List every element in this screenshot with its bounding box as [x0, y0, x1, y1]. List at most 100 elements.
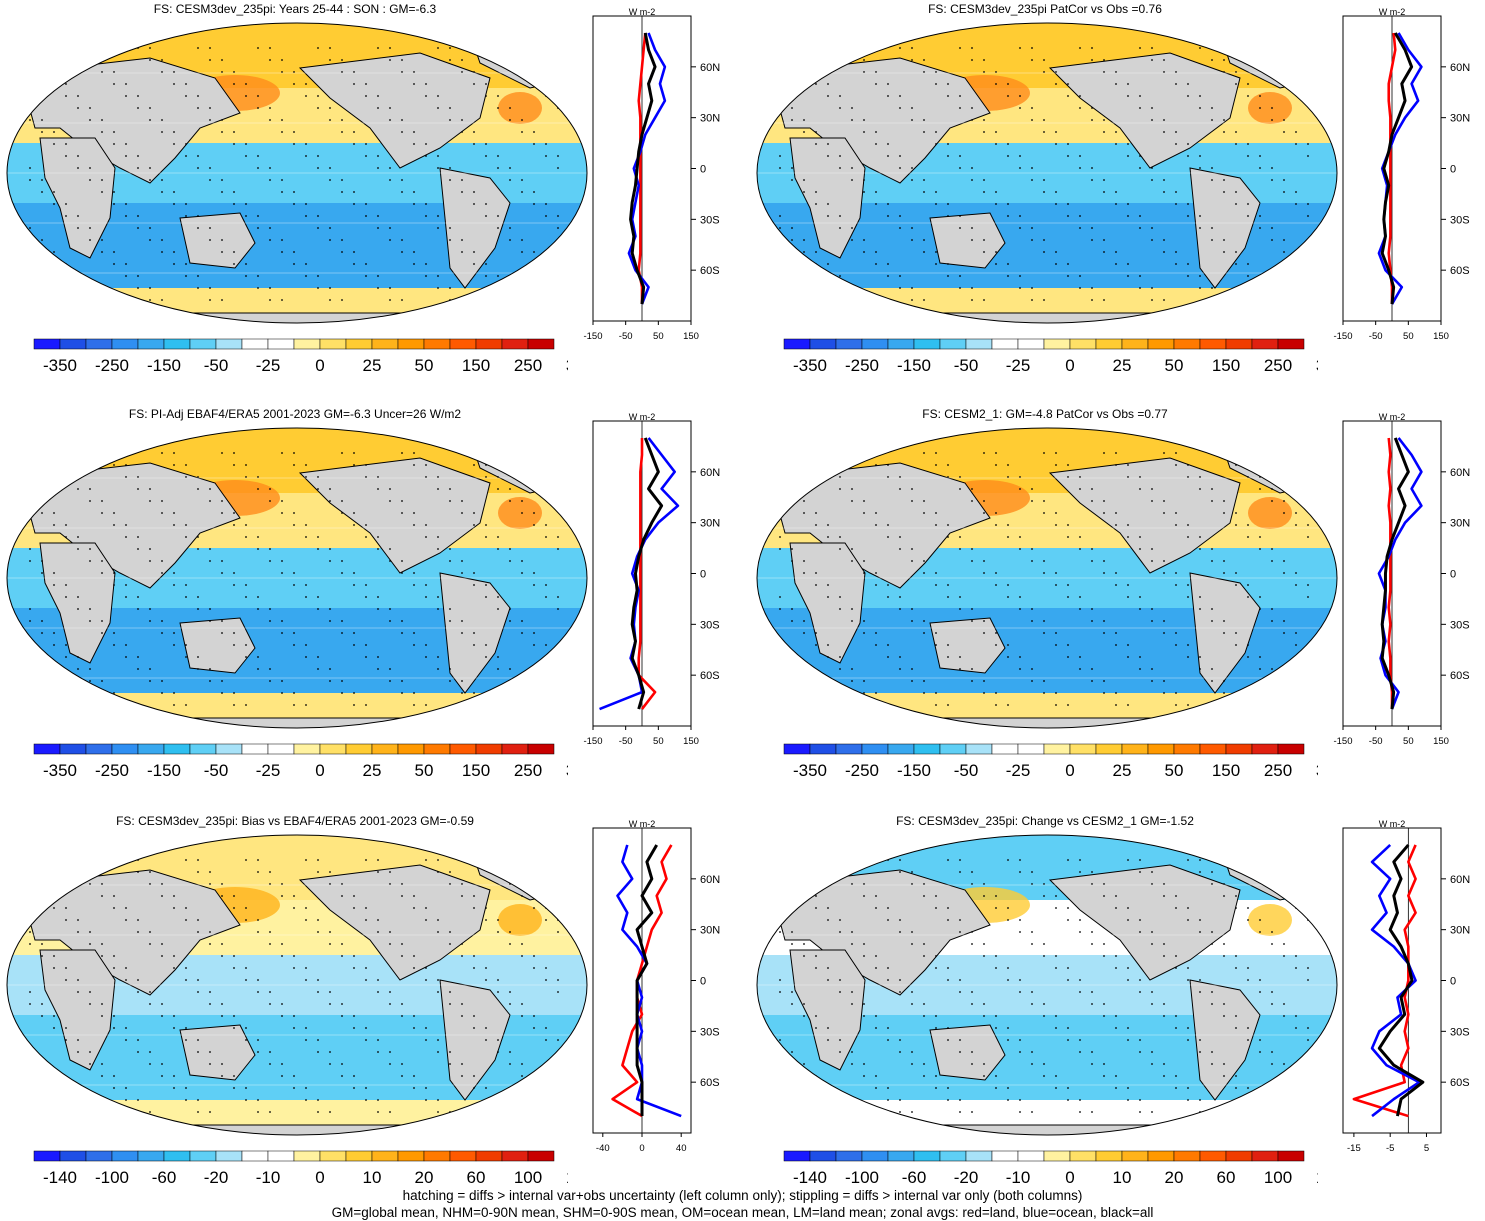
lat-label: 30N [1450, 113, 1470, 125]
colorbar-swatch [1277, 338, 1305, 350]
series-ocean [627, 32, 667, 305]
landmass [1189, 167, 1261, 289]
colorbar-label: -25 [256, 356, 281, 375]
lat-label: 30S [1450, 214, 1470, 226]
colorbar-swatch [1251, 1150, 1279, 1162]
colorbar-swatch [1147, 338, 1175, 350]
x-tick-label: 5 [1424, 1143, 1429, 1154]
landmass [298, 52, 491, 169]
colorbar-label: -50 [954, 761, 979, 780]
colorbar-swatch [1277, 1150, 1305, 1162]
ocean-field [7, 835, 587, 1135]
colorbar-label: -140 [793, 1168, 827, 1187]
colorbar-swatch [293, 743, 321, 755]
colorbar-swatch [913, 338, 941, 350]
ocean-field [757, 428, 1337, 728]
colorbar-swatch [241, 338, 269, 350]
colorbar-swatch [85, 338, 113, 350]
colorbar-label: -250 [845, 356, 879, 375]
units-label: W m-2 [1379, 819, 1406, 829]
colorbar-swatch [267, 1150, 295, 1162]
landmass [19, 869, 241, 996]
colorbar-swatch [449, 743, 477, 755]
landmass [769, 1124, 1321, 1135]
x-tick-label: -15 [1347, 1143, 1361, 1154]
lat-label: 0 [700, 569, 706, 581]
colorbar-swatch [1225, 1150, 1253, 1162]
landmass [1048, 457, 1241, 574]
colorbar-swatch [501, 743, 529, 755]
colorbar-swatch [215, 1150, 243, 1162]
ocean-field [757, 23, 1337, 323]
colorbar-label: 0 [1065, 761, 1074, 780]
footnote-line-1: hatching = diffs > internal var+obs unce… [402, 1188, 1083, 1203]
colorbar-swatch [1069, 743, 1097, 755]
colorbar: -350-250-150-50-2502550150250350 [33, 338, 568, 375]
colorbar-label: 20 [415, 1168, 434, 1187]
colorbar-swatch [215, 338, 243, 350]
lat-label: 30N [1450, 925, 1470, 937]
colorbar-swatch [241, 1150, 269, 1162]
colorbar-swatch [913, 1150, 941, 1162]
colorbar-label: 150 [1212, 356, 1240, 375]
colorbar-swatch [59, 338, 87, 350]
colorbar-swatch [527, 1150, 555, 1162]
colorbar: -350-250-150-50-2502550150250350 [783, 338, 1318, 375]
colorbar-swatch [809, 338, 837, 350]
colorbar-swatch [1225, 743, 1253, 755]
x-tick-label: -50 [1369, 331, 1383, 342]
colorbar-swatch [293, 1150, 321, 1162]
colorbar-swatch [1173, 1150, 1201, 1162]
lat-label: 0 [1450, 164, 1456, 176]
x-tick-label: 150 [1433, 331, 1449, 342]
colorbar-swatch [1147, 743, 1175, 755]
x-tick-label: 50 [653, 736, 664, 747]
landmass [179, 617, 256, 674]
colorbar-swatch [1043, 338, 1071, 350]
map-outline [6, 22, 588, 324]
map [6, 834, 588, 1136]
colorbar-swatch [423, 338, 451, 350]
colorbar-swatch [965, 338, 993, 350]
colorbar-swatch [371, 743, 399, 755]
colorbar-label: -60 [152, 1168, 177, 1187]
lat-label: 30N [700, 518, 720, 530]
colorbar-swatch [835, 1150, 863, 1162]
x-tick-label: -50 [619, 736, 633, 747]
ocean-field [7, 428, 587, 728]
colorbar-swatch [991, 743, 1019, 755]
landmass [19, 717, 571, 728]
colorbar-swatch [319, 338, 347, 350]
landmass [439, 572, 511, 694]
zonal-mean-plot: W m-2 60N 30N 0 30S 60S -150 -50 50 150 [1333, 7, 1470, 342]
colorbar-swatch [397, 338, 425, 350]
colorbar-swatch [835, 743, 863, 755]
colorbar-swatch [1173, 743, 1201, 755]
colorbar-swatch [1251, 338, 1279, 350]
landmass [19, 57, 241, 184]
colorbar-label: 0 [315, 356, 324, 375]
colorbar-swatch [33, 338, 61, 350]
panel-title: FS: CESM2_1: GM=-4.8 PatCor vs Obs =0.77 [922, 407, 1168, 421]
zonal-mean-plot: W m-2 60N 30N 0 30S 60S -150 -50 50 150 [583, 412, 720, 747]
colorbar-swatch [1043, 743, 1071, 755]
colorbar-swatch [85, 743, 113, 755]
map [6, 22, 588, 324]
lat-label: 0 [700, 164, 706, 176]
series-all [629, 32, 657, 305]
lat-label: 60S [1450, 1077, 1470, 1089]
zonal-mean-plot: W m-2 60N 30N 0 30S 60S -40 0 40 [592, 819, 720, 1154]
lat-label: 30S [1450, 1026, 1470, 1038]
series-ocean [1377, 437, 1423, 710]
lat-label: 30S [700, 619, 720, 631]
x-tick-label: -5 [1386, 1143, 1394, 1154]
landmass [789, 949, 866, 1071]
colorbar-swatch [861, 1150, 889, 1162]
landmass [439, 167, 511, 289]
colorbar-swatch [1069, 338, 1097, 350]
lat-label: 60N [700, 874, 720, 886]
colorbar-swatch [475, 338, 503, 350]
units-label: W m-2 [629, 819, 656, 829]
colorbar: -140-100-60-20-100102060100140 [33, 1150, 568, 1187]
colorbar-swatch [111, 1150, 139, 1162]
